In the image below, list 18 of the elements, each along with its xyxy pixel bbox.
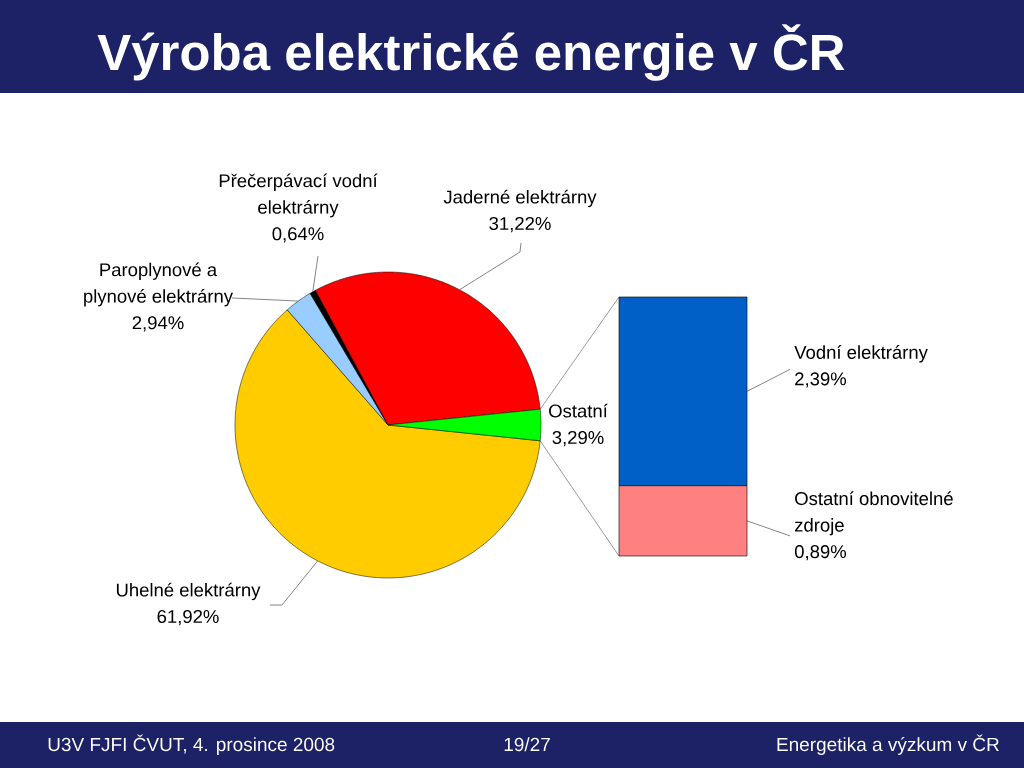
text: Energetika a výzkum v ČR [777,734,999,755]
slice-label: Ostatní [549,403,608,418]
data-label: 0,89% [794,545,847,561]
data-label: 2,39% [795,372,847,388]
data-label: 2,94% [132,316,184,332]
slice-label: Paroplynové a plynové elektrárny [84,262,233,307]
data-label: 3,29% [552,430,604,447]
data-label: 0,64% [272,227,324,243]
text: 19/27 [504,737,550,752]
text: Vodní elektrárny [794,345,928,363]
slice-label: Uhelné elektrárny [116,582,261,601]
chart-title: Výroba elektrické energie v ČR [97,24,845,81]
slice-label: Přečerpávací vodní elektrárny [219,173,378,218]
data-label: 31,22% [489,216,551,233]
data-label: 61,92% [157,609,219,626]
slice-label: Jaderné elektrárny [443,189,597,208]
text: U3V FJFI ČVUT, 4. prosince 2008 [48,734,335,755]
text: Ostatní obnovitelné zdroje [794,491,953,536]
